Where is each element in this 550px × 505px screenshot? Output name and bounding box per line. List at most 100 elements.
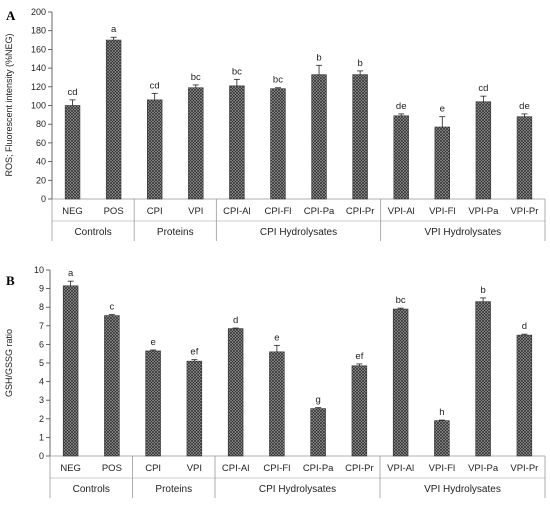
y-tick-label: 80	[36, 119, 46, 129]
group-label: Controls	[73, 484, 110, 495]
significance-label: d	[522, 321, 527, 332]
y-tick-label: 140	[31, 63, 46, 73]
bar-cpi	[145, 350, 161, 457]
category-label: VPI-Pr	[510, 206, 538, 217]
bar-vpi-fl	[434, 126, 450, 200]
y-tick-label: 0	[41, 194, 46, 204]
y-tick-label: 20	[36, 175, 46, 185]
group-label: VPI Hydrolysates	[424, 484, 501, 495]
group-label: CPI Hydrolysates	[260, 227, 337, 238]
bar-cpi-pr	[352, 74, 368, 200]
bar-cpi-pa	[310, 408, 326, 457]
bar-vpi-pr	[516, 334, 533, 457]
category-label: CPI-Fl	[264, 206, 291, 217]
significance-label: e	[440, 104, 445, 115]
y-tick-label: 10	[34, 265, 44, 275]
category-label: CPI-Pr	[345, 463, 374, 474]
y-axis-label: ROS; Fluorescent intensity (%NEG)	[4, 33, 14, 176]
category-label: POS	[102, 463, 122, 474]
group-label: VPI Hydrolysates	[424, 227, 501, 238]
bar-neg	[62, 285, 79, 457]
panel-label: A	[6, 8, 16, 23]
bar-vpi-al	[393, 115, 409, 200]
group-label: Proteins	[155, 484, 192, 495]
bar-pos	[104, 315, 120, 457]
category-label: CPI	[145, 463, 161, 474]
significance-label: bc	[396, 295, 406, 306]
significance-label: c	[110, 302, 115, 313]
category-label: VPI-Pa	[468, 463, 499, 474]
significance-label: h	[439, 407, 444, 418]
significance-label: a	[111, 24, 117, 35]
y-tick-label: 5	[39, 358, 44, 368]
category-label: CPI-Pa	[303, 463, 334, 474]
category-label: CPI-Al	[223, 206, 250, 217]
y-tick-label: 9	[39, 284, 44, 294]
significance-label: g	[315, 395, 320, 406]
category-label: NEG	[62, 206, 83, 217]
bar-cpi-fl	[270, 88, 286, 200]
panel-b: B GSH/GSSG ratio 0 1 2 3 4 5 6 7 8 9 10 a NEG c POS e CPI e…	[4, 265, 546, 498]
bar-cpi	[147, 99, 163, 200]
bar-vpi	[188, 87, 204, 200]
bar-neg	[64, 105, 81, 200]
y-tick-label: 4	[39, 377, 44, 387]
y-axis-label: GSH/GSSG ratio	[4, 329, 14, 397]
category-label: NEG	[60, 463, 81, 474]
group-label: Controls	[74, 227, 111, 238]
bar-cpi-fl	[269, 351, 285, 457]
y-tick-label: 3	[39, 395, 44, 405]
y-tick-label: 60	[36, 138, 46, 148]
bar-vpi-pa	[475, 301, 491, 457]
significance-label: bc	[232, 66, 242, 77]
category-label: VPI-Al	[388, 206, 415, 217]
significance-label: cd	[68, 87, 78, 98]
significance-label: ef	[190, 347, 198, 358]
group-label: Proteins	[157, 227, 194, 238]
y-tick-label: 6	[39, 339, 44, 349]
category-label: VPI-Fl	[429, 463, 455, 474]
bar-pos	[105, 39, 122, 200]
y-tick-label: 120	[31, 82, 46, 92]
category-label: CPI-Pa	[304, 206, 335, 217]
y-tick-label: 2	[39, 414, 44, 424]
bar-cpi-pr	[351, 365, 368, 457]
category-label: VPI-Pr	[510, 463, 538, 474]
category-label: CPI	[147, 206, 163, 217]
significance-label: cd	[478, 83, 488, 94]
category-label: POS	[104, 206, 124, 217]
y-tick-label: 0	[39, 451, 44, 461]
bar-vpi-pa	[475, 101, 492, 200]
y-tick-label: 160	[31, 44, 46, 54]
bar-vpi-fl	[434, 420, 450, 457]
significance-label: b	[357, 58, 362, 69]
category-label: VPI-Al	[387, 463, 414, 474]
category-label: VPI-Pa	[468, 206, 499, 217]
significance-label: a	[68, 268, 74, 279]
y-tick-label: 8	[39, 302, 44, 312]
category-label: VPI	[188, 206, 203, 217]
category-label: VPI-Fl	[429, 206, 455, 217]
bar-vpi-pr	[516, 116, 533, 200]
panel-label: B	[6, 273, 15, 288]
significance-label: d	[233, 315, 238, 326]
y-tick-label: 200	[31, 7, 46, 17]
significance-label: b	[480, 285, 485, 296]
bar-cpi-al	[229, 85, 245, 200]
significance-label: b	[316, 52, 321, 63]
group-label: CPI Hydrolysates	[259, 484, 336, 495]
category-label: CPI-Pr	[346, 206, 375, 217]
category-label: CPI-Al	[222, 463, 249, 474]
significance-label: cd	[150, 80, 160, 91]
bar-cpi-pa	[311, 74, 327, 200]
y-tick-label: 40	[36, 157, 46, 167]
y-tick-label: 180	[31, 26, 46, 36]
category-label: CPI-Fl	[263, 463, 290, 474]
significance-label: e	[150, 337, 155, 348]
significance-label: de	[519, 101, 530, 112]
significance-label: e	[274, 332, 279, 343]
bar-cpi-al	[227, 328, 244, 457]
y-tick-label: 1	[39, 432, 44, 442]
panel-a: A ROS; Fluorescent intensity (%NEG) 0 20 40 6…	[4, 7, 546, 241]
